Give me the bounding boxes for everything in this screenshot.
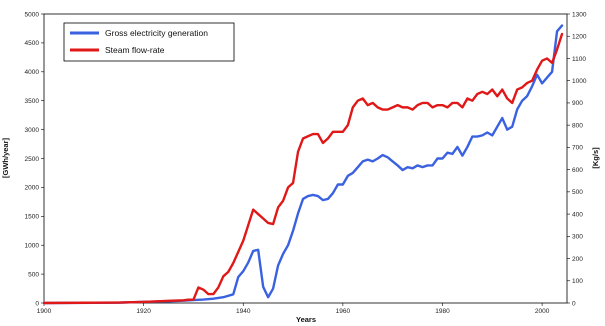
y-right-axis-label: [Kg/s]	[591, 147, 600, 169]
x-tick-label: 1960	[336, 308, 351, 315]
x-axis-ticks: 1900 1920 1940 1960 1980 2000	[37, 303, 550, 315]
y-right-tick-label: 1300	[572, 11, 587, 18]
x-tick-label: 1980	[435, 308, 450, 315]
y-left-tick-label: 2000	[25, 185, 40, 192]
y-right-tick-label: 900	[572, 100, 583, 107]
y-left-tick-label: 3000	[25, 127, 40, 134]
x-tick-label: 1900	[37, 308, 52, 315]
series-lines	[42, 24, 564, 305]
y-right-tick-label: 1200	[572, 34, 587, 41]
y-right-tick-label: 600	[572, 167, 583, 174]
y-right-tick-label: 100	[572, 278, 583, 285]
y-right-tick-label: 200	[572, 256, 583, 263]
y-left-tick-label: 1000	[25, 243, 40, 250]
y-right-tick-label: 1100	[572, 56, 586, 63]
y-left-axis-ticks: 0 500 1000 1500 2000 2500 3000 3500 4000 4500 5000	[25, 11, 44, 307]
y-left-tick-label: 5000	[25, 11, 40, 18]
legend-label-steam: Steam flow-rate	[105, 45, 165, 55]
y-left-tick-label: 500	[28, 271, 39, 278]
y-right-tick-label: 1000	[572, 78, 587, 85]
y-left-tick-label: 4000	[25, 69, 40, 76]
y-right-axis-ticks: 0 100 200 300 400 500 600 700 800 900 1000 1100 1200…	[567, 11, 587, 307]
y-right-tick-label: 300	[572, 234, 583, 241]
legend-box	[63, 22, 235, 62]
y-left-tick-label: 4500	[25, 40, 40, 47]
y-right-tick-label: 500	[572, 189, 583, 196]
y-right-tick-label: 700	[572, 145, 583, 152]
y-right-tick-label: 800	[572, 122, 583, 129]
legend-label-electricity: Gross electricity generation	[105, 28, 208, 38]
series-line-electricity	[42, 24, 564, 305]
x-tick-label: 2000	[535, 308, 550, 315]
series-line-steam	[42, 32, 564, 305]
x-tick-label: 1940	[236, 308, 251, 315]
y-right-tick-label: 0	[572, 300, 576, 307]
y-left-tick-label: 1500	[25, 214, 40, 221]
x-tick-label: 1920	[136, 308, 151, 315]
y-left-axis-label: [GWh/year]	[1, 138, 10, 179]
y-left-tick-label: 2500	[25, 156, 40, 163]
x-axis-label: Years	[296, 315, 316, 324]
legend: Gross electricity generation Steam flow-…	[63, 22, 235, 62]
y-right-tick-label: 400	[572, 211, 583, 218]
y-left-tick-label: 3500	[25, 98, 40, 105]
y-left-tick-label: 0	[35, 300, 39, 307]
